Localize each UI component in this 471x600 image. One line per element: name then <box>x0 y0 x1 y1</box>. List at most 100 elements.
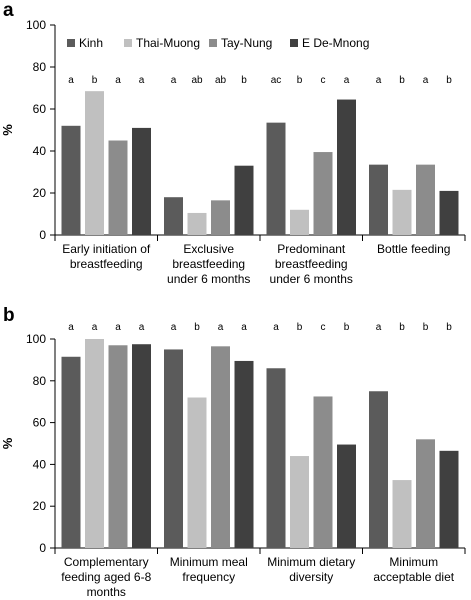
bar-kinh <box>164 197 183 235</box>
x-category-label: Complementary <box>64 555 149 569</box>
bar-tay-nung <box>108 345 128 548</box>
y-tick-label: 20 <box>33 499 47 513</box>
bar-tay-nung <box>211 200 230 235</box>
bar-e-de-mnong <box>439 190 459 235</box>
x-category-label: Minimum <box>389 555 438 569</box>
significance-label: a <box>139 75 145 86</box>
significance-label: b <box>399 75 405 86</box>
bar-thai-muong <box>187 212 207 235</box>
significance-label: b <box>446 322 452 333</box>
significance-label: c <box>321 322 326 333</box>
significance-label: a <box>423 75 429 86</box>
x-category-label: under 6 months <box>270 272 353 286</box>
significance-label: a <box>241 322 247 333</box>
bar-e-de-mnong <box>337 444 356 548</box>
bar-thai-muong <box>392 189 412 235</box>
x-category-label: Early initiation of <box>62 242 151 256</box>
significance-label: a <box>273 322 279 333</box>
legend-label-kinh: Kinh <box>79 36 103 50</box>
bar-e-de-mnong <box>234 360 254 548</box>
x-category-label: breastfeeding <box>275 257 348 271</box>
bar-e-de-mnong <box>439 450 459 548</box>
x-category-label: Exclusive <box>183 242 234 256</box>
significance-label: b <box>297 322 303 333</box>
bar-thai-muong <box>187 397 207 548</box>
significance-label: b <box>92 75 98 86</box>
bar-kinh <box>61 125 81 235</box>
y-axis-label: % <box>0 437 15 449</box>
bar-kinh <box>266 368 286 548</box>
y-tick-label: 0 <box>39 228 46 242</box>
legend-label-e-de-mnong: E De-Mnong <box>302 36 369 50</box>
significance-label: b <box>297 75 303 86</box>
bar-kinh <box>164 349 183 548</box>
bar-kinh <box>369 164 388 235</box>
x-category-label: months <box>87 585 126 599</box>
bar-e-de-mnong <box>132 127 151 235</box>
significance-label: c <box>321 75 326 86</box>
bar-thai-muong <box>290 456 309 548</box>
legend-swatch-kinh <box>67 39 75 47</box>
significance-label: a <box>218 322 224 333</box>
y-tick-label: 80 <box>33 60 47 74</box>
y-tick-label: 80 <box>33 374 47 388</box>
significance-label: ab <box>191 75 203 86</box>
legend-swatch-tay-nung <box>209 39 217 47</box>
x-category-label: Bottle feeding <box>377 242 450 256</box>
y-tick-label: 40 <box>33 144 47 158</box>
significance-label: a <box>139 322 145 333</box>
significance-label: b <box>194 322 200 333</box>
x-category-label: diversity <box>289 570 333 584</box>
bar-e-de-mnong <box>132 344 151 548</box>
significance-label: b <box>399 322 405 333</box>
y-tick-label: 100 <box>26 18 46 32</box>
significance-label: b <box>344 322 350 333</box>
significance-label: ac <box>271 75 282 86</box>
panel-letter: a <box>3 0 14 21</box>
bar-thai-muong <box>85 91 104 236</box>
significance-label: a <box>171 322 177 333</box>
bar-tay-nung <box>313 152 333 235</box>
y-tick-label: 40 <box>33 457 47 471</box>
significance-label: a <box>115 75 121 86</box>
significance-label: a <box>68 322 74 333</box>
bar-thai-muong <box>85 339 104 548</box>
x-category-label: breastfeeding <box>172 257 245 271</box>
bar-tay-nung <box>211 346 230 548</box>
bar-e-de-mnong <box>337 99 356 235</box>
bar-e-de-mnong <box>234 165 254 235</box>
legend-label-tay-nung: Tay-Nung <box>221 36 272 50</box>
y-tick-label: 0 <box>39 541 46 555</box>
x-category-label: Minimum meal <box>170 555 248 569</box>
y-tick-label: 60 <box>33 102 47 116</box>
significance-label: a <box>115 322 121 333</box>
bar-thai-muong <box>290 209 309 235</box>
bar-kinh <box>266 122 286 235</box>
legend-swatch-e-de-mnong <box>290 39 298 47</box>
significance-label: a <box>376 75 382 86</box>
bar-tay-nung <box>416 439 435 548</box>
significance-label: b <box>241 75 247 86</box>
bar-tay-nung <box>416 164 435 235</box>
bar-kinh <box>369 391 388 548</box>
y-axis-label: % <box>0 124 15 136</box>
x-category-label: feeding aged 6-8 <box>61 570 151 584</box>
x-category-label: under 6 months <box>167 272 250 286</box>
x-category-label: frequency <box>182 570 235 584</box>
x-category-label: Predominant <box>277 242 346 256</box>
legend-swatch-thai-muong <box>124 39 132 47</box>
significance-label: a <box>344 75 350 86</box>
significance-label: a <box>376 322 382 333</box>
significance-label: b <box>423 322 429 333</box>
x-category-label: Minimum dietary <box>267 555 355 569</box>
bar-tay-nung <box>313 396 333 548</box>
y-tick-label: 60 <box>33 416 47 430</box>
significance-label: ab <box>215 75 227 86</box>
legend-label-thai-muong: Thai-Muong <box>136 36 200 50</box>
panel-letter: b <box>3 305 15 326</box>
significance-label: a <box>92 322 98 333</box>
significance-label: b <box>446 75 452 86</box>
